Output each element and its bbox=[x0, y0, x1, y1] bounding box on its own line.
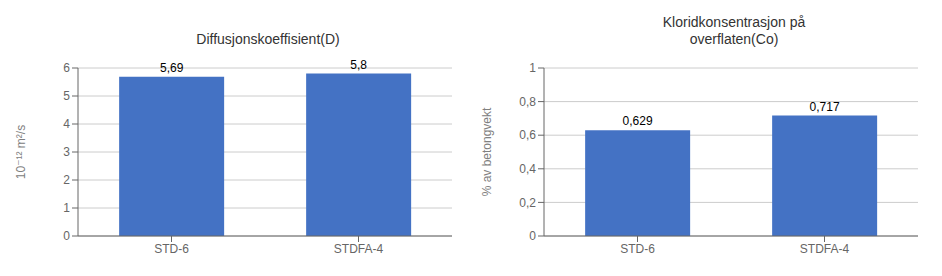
svg-text:6: 6 bbox=[63, 61, 70, 75]
svg-text:1: 1 bbox=[63, 201, 70, 215]
svg-text:0,6: 0,6 bbox=[519, 128, 536, 142]
html-text:Diffusjonskoeffisient(D): Diffusjonskoeffisient(D) bbox=[196, 31, 340, 47]
svg-text:1: 1 bbox=[529, 61, 536, 75]
svg-text:4: 4 bbox=[63, 117, 70, 131]
svg-text:10⁻¹² m²/s: 10⁻¹² m²/s bbox=[14, 125, 28, 179]
svg-text:% av betongvekt: % av betongvekt bbox=[480, 107, 494, 196]
svg-text:0,629: 0,629 bbox=[623, 114, 653, 128]
svg-text:0: 0 bbox=[529, 229, 536, 243]
svg-text:3: 3 bbox=[63, 145, 70, 159]
svg-text:5,69: 5,69 bbox=[160, 61, 184, 75]
svg-text:5,8: 5,8 bbox=[350, 58, 367, 72]
svg-text:0,2: 0,2 bbox=[519, 196, 536, 210]
html-text:Kloridkonsentrasjon på overfla: Kloridkonsentrasjon på overflaten(Co) bbox=[662, 14, 806, 47]
svg-text:0,8: 0,8 bbox=[519, 95, 536, 109]
svg-text:STDFA-4: STDFA-4 bbox=[334, 242, 384, 256]
svg-text:2: 2 bbox=[63, 173, 70, 187]
svg-text:0,4: 0,4 bbox=[519, 162, 536, 176]
svg-text:5: 5 bbox=[63, 89, 70, 103]
svg-text:0: 0 bbox=[63, 229, 70, 243]
svg-text:0,717: 0,717 bbox=[810, 100, 840, 114]
svg-text:STD-6: STD-6 bbox=[620, 242, 655, 256]
svg-text:STDFA-4: STDFA-4 bbox=[800, 242, 850, 256]
svg-text:STD-6: STD-6 bbox=[154, 242, 189, 256]
